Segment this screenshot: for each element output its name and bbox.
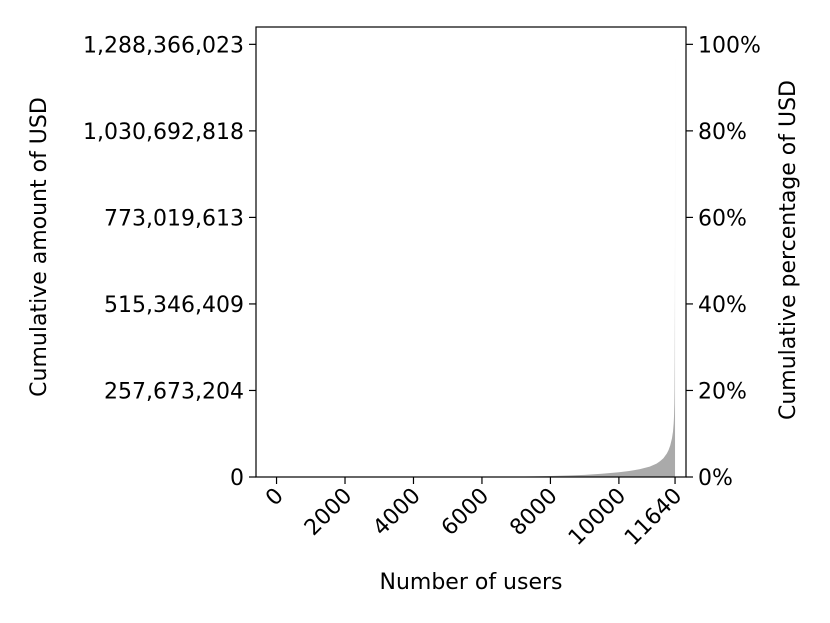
x-tick-label: 0 (261, 484, 289, 512)
y-right-tick-label: 40% (698, 293, 747, 318)
y-left-tick-label: 773,019,613 (104, 206, 244, 231)
y-left-tick-label: 0 (230, 466, 244, 491)
x-tick-label: 4000 (368, 484, 425, 541)
x-tick-label: 8000 (505, 484, 562, 541)
x-tick-label: 11640 (620, 484, 687, 551)
y-left-tick-label: 515,346,409 (104, 293, 244, 318)
y-left-tick-label: 1,030,692,818 (83, 120, 244, 145)
y-right-tick-label: 100% (698, 33, 761, 58)
plot-frame (255, 26, 687, 478)
x-axis-label: Number of users (379, 570, 562, 595)
y-right-axis-label: Cumulative percentage of USD (776, 80, 801, 420)
x-tick-label: 6000 (437, 484, 494, 541)
y-right-tick-label: 80% (698, 120, 747, 145)
x-tick-label: 2000 (300, 484, 357, 541)
area-layer (276, 44, 676, 478)
y-left-tick-label: 257,673,204 (104, 379, 244, 404)
y-left-axis-ticks: 0 257,673,204 515,346,409 773,019,613 1,030,… (83, 33, 256, 491)
x-tick-label: 10000 (564, 484, 631, 551)
y-right-tick-label: 0% (698, 466, 733, 491)
y-right-tick-label: 20% (698, 379, 747, 404)
y-right-axis-ticks: 0% 20% 40% 60% 80% 100% (686, 33, 761, 491)
y-left-axis-label: Cumulative amount of USD (27, 97, 52, 397)
y-left-tick-label: 1,288,366,023 (83, 33, 244, 58)
y-right-tick-label: 60% (698, 206, 747, 231)
area-series-0 (276, 44, 676, 478)
